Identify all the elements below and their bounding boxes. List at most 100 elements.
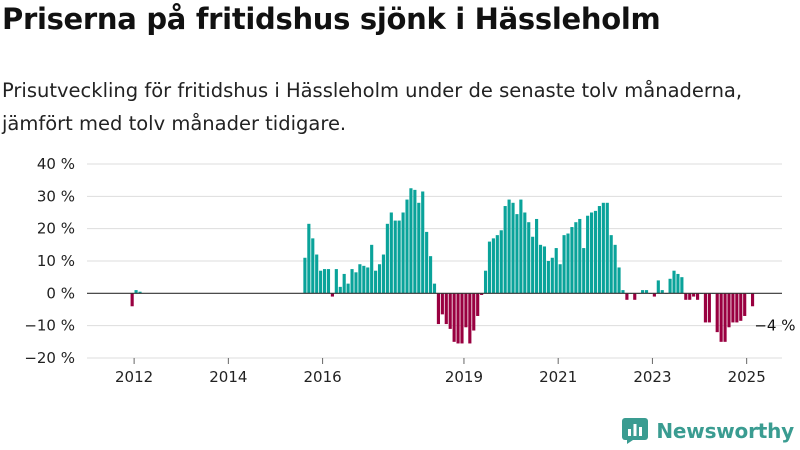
chart-subtitle: Prisutveckling för fritidshus i Hässleho… [2, 79, 743, 135]
bar [503, 206, 507, 294]
bar [311, 238, 315, 294]
bar [436, 293, 440, 325]
bar [389, 212, 393, 294]
bar [354, 272, 358, 294]
bar [601, 202, 605, 294]
bar [668, 278, 672, 294]
bar [652, 293, 656, 297]
bar [515, 214, 519, 294]
bar [374, 270, 378, 294]
bar [613, 244, 617, 294]
bar [680, 277, 684, 294]
bar [307, 223, 311, 294]
y-tick-label: −10 % [24, 317, 75, 335]
y-tick-label: 0 % [46, 284, 75, 302]
bar [432, 283, 437, 294]
bar [452, 293, 456, 342]
bar [381, 254, 386, 294]
bar [586, 215, 590, 294]
y-tick-label: 40 % [37, 155, 75, 173]
bar [723, 293, 727, 342]
bar [676, 273, 680, 294]
bar [326, 269, 331, 294]
bar [692, 293, 696, 297]
bar [589, 212, 594, 294]
bar [468, 293, 472, 344]
bar [134, 290, 138, 294]
x-tick-label: 2021 [539, 368, 577, 386]
bar [617, 267, 621, 294]
bar [538, 244, 543, 294]
bar [554, 248, 558, 294]
bar [448, 293, 452, 329]
y-tick-label: −20 % [24, 349, 75, 367]
bar [582, 248, 586, 294]
bar [633, 293, 637, 300]
bar [338, 286, 342, 294]
chart-title: Priserna på fritidshus sjönk i Hässlehol… [2, 2, 661, 36]
bar [719, 293, 723, 342]
bar [499, 230, 503, 294]
bar [574, 222, 578, 294]
bar [527, 222, 531, 294]
x-tick-label: 2016 [303, 368, 341, 386]
bar [358, 264, 362, 294]
bar [483, 270, 488, 294]
bar [558, 264, 562, 294]
bar [542, 246, 547, 294]
bar [342, 273, 346, 294]
bar [370, 244, 374, 294]
x-axis: 2012 2014 2016 2019 2021 2023 2025 [115, 358, 766, 386]
bar [315, 254, 319, 294]
x-tick-label: 2025 [728, 368, 766, 386]
bar [672, 270, 676, 294]
bar [562, 235, 566, 294]
bar [641, 290, 645, 294]
newsworthy-logo-icon [622, 418, 649, 444]
x-tick-label: 2023 [633, 368, 671, 386]
bar [535, 218, 539, 294]
bar [440, 293, 444, 315]
bar [413, 189, 417, 294]
bar [334, 269, 338, 294]
grid-lines [87, 163, 782, 359]
bar [609, 235, 613, 294]
y-axis: 40 % 30 % 20 % 10 % 0 % −10 % −20 % [24, 155, 75, 367]
bar [491, 238, 495, 294]
y-tick-label: 30 % [37, 187, 75, 205]
bar [703, 293, 708, 323]
bar [385, 223, 389, 294]
bar [480, 293, 484, 295]
bar [688, 293, 692, 300]
bar [566, 233, 570, 294]
bars [130, 188, 755, 344]
bar [303, 257, 307, 294]
bar [322, 269, 327, 294]
bar [130, 293, 134, 307]
bar [421, 191, 425, 294]
bar [743, 293, 747, 316]
bar [578, 218, 582, 294]
bar [519, 199, 523, 294]
bar [377, 264, 382, 294]
bar [531, 236, 535, 294]
bar [593, 210, 598, 294]
bar [707, 293, 711, 323]
bar [456, 293, 460, 344]
bar [417, 202, 421, 294]
bar [401, 212, 405, 294]
bar [487, 241, 492, 294]
bar [366, 267, 370, 294]
x-tick-label: 2012 [115, 368, 153, 386]
bar [597, 206, 601, 294]
bar [409, 188, 413, 294]
bar [464, 293, 468, 328]
bar [511, 202, 515, 294]
bar [625, 293, 629, 300]
bar [696, 293, 700, 300]
bar [660, 290, 664, 294]
bar [605, 202, 609, 294]
bar [429, 256, 433, 294]
bar [362, 265, 366, 294]
x-tick-label: 2014 [209, 368, 247, 386]
